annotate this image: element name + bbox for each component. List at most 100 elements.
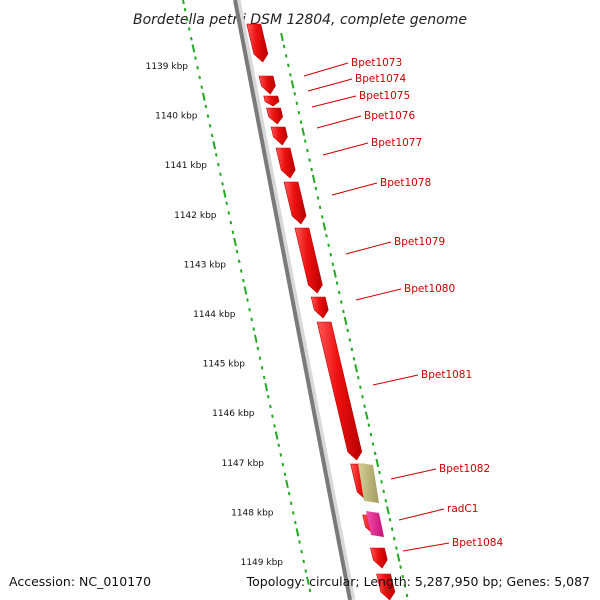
kbp-tick-label: 1148 kbp bbox=[231, 508, 274, 518]
gene-label[interactable]: Bpet1073 bbox=[351, 57, 402, 69]
kbp-tick-label: 1144 kbp bbox=[193, 310, 236, 320]
inner-ring-minor-tick bbox=[352, 357, 356, 361]
outer-ring-major-tick bbox=[212, 141, 217, 150]
inner-ring-minor-tick bbox=[384, 499, 388, 503]
inner-ring-minor-tick bbox=[371, 442, 375, 446]
gene-label[interactable]: Bpet1079 bbox=[394, 236, 445, 248]
gene-label[interactable]: Bpet1076 bbox=[364, 110, 415, 122]
outer-ring-major-tick bbox=[264, 383, 269, 392]
outer-ring-minor-tick bbox=[283, 472, 287, 477]
gene-leader-line bbox=[398, 508, 445, 521]
kbp-tick-label: 1140 kbp bbox=[155, 112, 198, 122]
outer-ring-major-tick bbox=[306, 576, 310, 585]
inner-ring-minor-tick bbox=[287, 63, 290, 68]
gene-label[interactable]: Bpet1081 bbox=[421, 369, 472, 381]
gene-arrows bbox=[246, 23, 396, 600]
gene-leader-line bbox=[331, 182, 378, 196]
gene-arrow bbox=[370, 547, 388, 569]
outer-ring-minor-tick bbox=[308, 588, 312, 593]
inner-ring-minor-tick bbox=[284, 54, 288, 58]
inner-ring-minor-tick bbox=[314, 186, 318, 191]
inner-ring-minor-tick bbox=[282, 44, 286, 49]
gene-arrow bbox=[263, 95, 280, 107]
outer-ring-major-tick bbox=[295, 528, 300, 537]
outer-ring-major-tick bbox=[191, 44, 196, 53]
outer-ring-minor-tick bbox=[242, 278, 245, 283]
outer-ring-minor-tick bbox=[298, 540, 301, 544]
kbp-tick-label: 1142 kbp bbox=[174, 211, 217, 221]
gene-leader-lines bbox=[303, 62, 450, 552]
outer-ring-major-tick bbox=[243, 286, 248, 295]
outer-ring-minor-tick bbox=[185, 17, 189, 22]
kbp-tick-label: 1143 kbp bbox=[184, 260, 227, 270]
outer-ring-minor-tick bbox=[196, 65, 199, 70]
outer-ring-minor-tick bbox=[260, 366, 264, 370]
inner-ring-minor-tick bbox=[342, 309, 345, 314]
inner-ring-major-tick bbox=[386, 506, 390, 515]
inner-ring-minor-tick bbox=[367, 423, 371, 427]
khaki-feature bbox=[358, 463, 379, 503]
inner-ring-minor-tick bbox=[306, 148, 309, 153]
gene-leader-line bbox=[345, 241, 392, 255]
gene-leader-line bbox=[355, 288, 402, 301]
inner-ring-major-tick bbox=[301, 127, 306, 136]
outer-ring-minor-tick bbox=[217, 162, 220, 167]
outer-tick-ring bbox=[181, 0, 312, 593]
outer-ring-minor-tick bbox=[231, 230, 235, 235]
kbp-tick-label: 1145 kbp bbox=[203, 360, 246, 370]
outer-ring-minor-tick bbox=[279, 453, 283, 457]
outer-ring-major-tick bbox=[233, 237, 237, 247]
inner-ring-minor-tick bbox=[382, 489, 386, 494]
outer-ring-minor-tick bbox=[200, 85, 204, 89]
outer-ring-minor-tick bbox=[246, 298, 249, 302]
inner-ring-major-tick bbox=[375, 458, 380, 468]
outer-ring-minor-tick bbox=[183, 7, 187, 12]
gene-label[interactable]: radC1 bbox=[447, 503, 478, 515]
inner-ring-minor-tick bbox=[348, 338, 352, 342]
inner-ring-minor-tick bbox=[380, 480, 383, 484]
gene-label[interactable]: Bpet1084 bbox=[452, 537, 503, 549]
outer-ring-minor-tick bbox=[206, 114, 210, 118]
outer-ring-minor-tick bbox=[273, 424, 276, 428]
outer-ring-minor-tick bbox=[277, 443, 281, 448]
outer-ring-minor-tick bbox=[250, 317, 253, 322]
outer-ring-minor-tick bbox=[219, 172, 222, 176]
inner-ring-minor-tick bbox=[329, 252, 333, 257]
gene-label[interactable]: Bpet1080 bbox=[404, 283, 455, 295]
outer-ring-minor-tick bbox=[198, 75, 201, 80]
kbp-tick-label: 1149 kbp bbox=[241, 558, 284, 568]
outer-ring-minor-tick bbox=[269, 404, 272, 409]
inner-ring-minor-tick bbox=[361, 394, 364, 399]
gene-label[interactable]: Bpet1074 bbox=[355, 73, 406, 85]
inner-ring-minor-tick bbox=[295, 101, 299, 106]
inner-ring-minor-tick bbox=[339, 300, 343, 304]
gene-leader-line bbox=[307, 78, 353, 92]
gene-arrow bbox=[316, 321, 363, 461]
gene-label[interactable]: Bpet1082 bbox=[439, 463, 490, 475]
gene-arrow bbox=[310, 296, 329, 319]
inner-ring-minor-tick bbox=[316, 196, 320, 200]
gene-label[interactable]: Bpet1078 bbox=[380, 177, 431, 189]
gene-leader-line bbox=[322, 142, 369, 156]
kbp-tick-label: 1146 kbp bbox=[212, 409, 255, 419]
gene-label[interactable]: Bpet1075 bbox=[359, 90, 410, 102]
gene-label[interactable]: Bpet1077 bbox=[371, 137, 422, 149]
inner-ring-minor-tick bbox=[363, 404, 366, 408]
outer-ring-minor-tick bbox=[294, 520, 297, 525]
inner-ring-major-tick bbox=[354, 364, 358, 373]
outer-ring-minor-tick bbox=[204, 104, 208, 109]
inner-ring-minor-tick bbox=[325, 234, 328, 238]
inner-ring-minor-tick bbox=[359, 385, 362, 390]
outer-ring-minor-tick bbox=[267, 395, 270, 399]
kbp-tick-label: 1141 kbp bbox=[165, 161, 208, 171]
gene-arrow bbox=[266, 107, 284, 125]
map-title: Bordetella petrii DSM 12804, complete ge… bbox=[133, 12, 467, 28]
inner-ring-minor-tick bbox=[346, 328, 349, 333]
outer-ring-minor-tick bbox=[210, 133, 214, 138]
pink-feature bbox=[366, 511, 384, 537]
genome-summary-text: Topology: circular; Length: 5,287,950 bp… bbox=[246, 574, 590, 589]
outer-ring-minor-tick bbox=[300, 549, 303, 554]
outer-ring-minor-tick bbox=[281, 462, 285, 467]
